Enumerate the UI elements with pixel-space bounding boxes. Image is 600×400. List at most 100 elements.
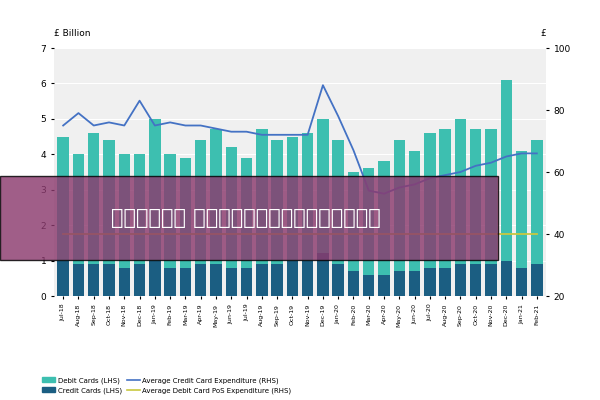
Bar — [287, 260, 298, 296]
Bar — [164, 154, 176, 268]
Bar — [439, 268, 451, 296]
Bar — [241, 158, 252, 268]
Bar — [470, 264, 481, 296]
Average Debit Card PoS Expenditure (RHS) — [396, 232, 403, 236]
Bar — [379, 161, 390, 275]
Bar — [485, 264, 497, 296]
Legend: Debit Cards (LHS), Credit Cards (LHS), Average Credit Card Expenditure (RHS), Av: Debit Cards (LHS), Credit Cards (LHS), A… — [40, 374, 295, 396]
Average Debit Card PoS Expenditure (RHS) — [59, 232, 67, 236]
Average Credit Card Expenditure (RHS) — [365, 188, 373, 193]
Average Debit Card PoS Expenditure (RHS) — [151, 232, 158, 236]
Bar — [210, 130, 221, 264]
Average Credit Card Expenditure (RHS) — [106, 120, 113, 125]
Average Debit Card PoS Expenditure (RHS) — [182, 232, 189, 236]
Bar — [470, 130, 481, 264]
Average Debit Card PoS Expenditure (RHS) — [227, 232, 235, 236]
Bar — [302, 133, 313, 260]
Average Debit Card PoS Expenditure (RHS) — [518, 232, 525, 236]
Bar — [179, 158, 191, 268]
Bar — [394, 271, 405, 296]
Bar — [500, 80, 512, 260]
Bar — [409, 271, 421, 296]
Average Debit Card PoS Expenditure (RHS) — [136, 232, 143, 236]
Bar — [226, 147, 237, 268]
Average Debit Card PoS Expenditure (RHS) — [121, 232, 128, 236]
Average Debit Card PoS Expenditure (RHS) — [90, 232, 97, 236]
Bar — [348, 172, 359, 271]
Average Debit Card PoS Expenditure (RHS) — [258, 232, 265, 236]
Average Debit Card PoS Expenditure (RHS) — [365, 232, 373, 236]
Average Credit Card Expenditure (RHS) — [227, 129, 235, 134]
Bar — [485, 130, 497, 264]
Average Debit Card PoS Expenditure (RHS) — [350, 232, 357, 236]
Average Debit Card PoS Expenditure (RHS) — [380, 232, 388, 236]
Average Credit Card Expenditure (RHS) — [503, 154, 510, 159]
Bar — [256, 264, 268, 296]
Average Debit Card PoS Expenditure (RHS) — [106, 232, 113, 236]
Average Credit Card Expenditure (RHS) — [182, 123, 189, 128]
Bar — [195, 140, 206, 264]
Average Debit Card PoS Expenditure (RHS) — [274, 232, 281, 236]
Average Credit Card Expenditure (RHS) — [304, 132, 311, 137]
Bar — [271, 140, 283, 264]
Average Credit Card Expenditure (RHS) — [472, 163, 479, 168]
Bar — [73, 154, 84, 264]
Bar — [149, 119, 161, 260]
Average Credit Card Expenditure (RHS) — [518, 151, 525, 156]
Average Credit Card Expenditure (RHS) — [533, 151, 541, 156]
Bar — [164, 268, 176, 296]
Average Credit Card Expenditure (RHS) — [411, 182, 418, 187]
Average Credit Card Expenditure (RHS) — [90, 123, 97, 128]
Bar — [134, 154, 145, 264]
Bar — [332, 264, 344, 296]
Average Credit Card Expenditure (RHS) — [212, 126, 220, 131]
Average Debit Card PoS Expenditure (RHS) — [335, 232, 342, 236]
Bar — [58, 260, 69, 296]
Bar — [88, 264, 100, 296]
Average Debit Card PoS Expenditure (RHS) — [75, 232, 82, 236]
Bar — [363, 168, 374, 275]
Bar — [149, 260, 161, 296]
Average Credit Card Expenditure (RHS) — [136, 98, 143, 103]
Average Credit Card Expenditure (RHS) — [75, 111, 82, 116]
Average Debit Card PoS Expenditure (RHS) — [304, 232, 311, 236]
Text: £: £ — [540, 29, 546, 38]
Average Credit Card Expenditure (RHS) — [243, 129, 250, 134]
Average Debit Card PoS Expenditure (RHS) — [289, 232, 296, 236]
Text: £ Billion: £ Billion — [54, 29, 91, 38]
Average Credit Card Expenditure (RHS) — [487, 160, 494, 165]
Average Credit Card Expenditure (RHS) — [442, 173, 449, 178]
Average Debit Card PoS Expenditure (RHS) — [197, 232, 204, 236]
Average Credit Card Expenditure (RHS) — [258, 132, 265, 137]
Bar — [119, 154, 130, 268]
Bar — [58, 136, 69, 260]
Bar — [394, 140, 405, 271]
Bar — [271, 264, 283, 296]
Bar — [210, 264, 221, 296]
Average Credit Card Expenditure (RHS) — [167, 120, 174, 125]
Text: 阿里股票配资 数千个学位！广州将新增多所学校: 阿里股票配资 数千个学位！广州将新增多所学校 — [111, 208, 381, 228]
Average Debit Card PoS Expenditure (RHS) — [167, 232, 174, 236]
Bar — [455, 264, 466, 296]
Bar — [531, 140, 542, 264]
Average Credit Card Expenditure (RHS) — [274, 132, 281, 137]
Average Credit Card Expenditure (RHS) — [350, 148, 357, 153]
Bar — [439, 130, 451, 268]
Average Credit Card Expenditure (RHS) — [319, 83, 326, 88]
Bar — [500, 260, 512, 296]
Average Credit Card Expenditure (RHS) — [59, 123, 67, 128]
Bar — [409, 151, 421, 271]
Bar — [516, 268, 527, 296]
Bar — [363, 275, 374, 296]
Bar — [455, 119, 466, 264]
Average Debit Card PoS Expenditure (RHS) — [212, 232, 220, 236]
Bar — [103, 140, 115, 264]
Average Debit Card PoS Expenditure (RHS) — [533, 232, 541, 236]
Average Credit Card Expenditure (RHS) — [121, 123, 128, 128]
Average Credit Card Expenditure (RHS) — [335, 114, 342, 118]
Bar — [531, 264, 542, 296]
Average Debit Card PoS Expenditure (RHS) — [243, 232, 250, 236]
Bar — [302, 260, 313, 296]
Bar — [88, 133, 100, 264]
Bar — [73, 264, 84, 296]
